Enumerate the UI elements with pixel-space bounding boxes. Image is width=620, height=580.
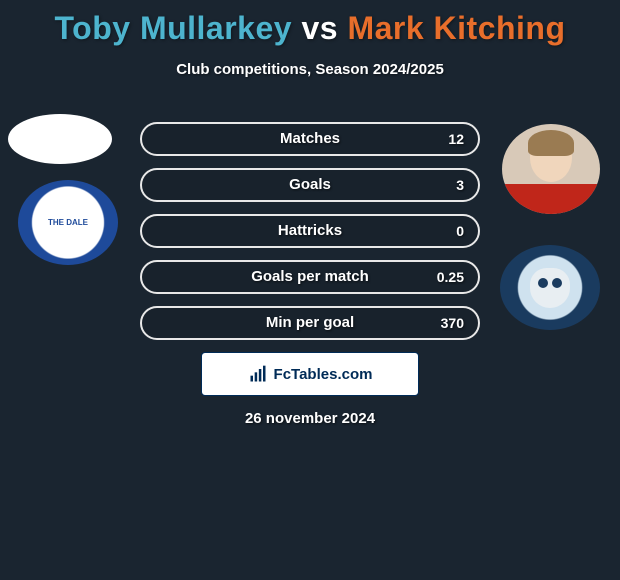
stat-value-right: 370 xyxy=(441,308,464,338)
player1-avatar xyxy=(8,114,112,164)
stat-value-right: 12 xyxy=(448,124,464,154)
fctables-branding[interactable]: FcTables.com xyxy=(201,352,419,396)
stat-row: Min per goal370 xyxy=(140,306,480,340)
stat-value-right: 3 xyxy=(456,170,464,200)
stat-value-right: 0 xyxy=(456,216,464,246)
stat-row: Hattricks0 xyxy=(140,214,480,248)
chart-icon xyxy=(248,364,268,384)
player1-club-badge: THE DALE xyxy=(18,180,118,265)
player1-name: Toby Mullarkey xyxy=(54,10,292,46)
snapshot-date: 26 november 2024 xyxy=(0,410,620,427)
stat-label: Matches xyxy=(142,124,478,154)
stat-label: Goals xyxy=(142,170,478,200)
stat-label: Goals per match xyxy=(142,262,478,292)
player2-club-badge xyxy=(500,245,600,330)
stat-value-right: 0.25 xyxy=(437,262,464,292)
subtitle: Club competitions, Season 2024/2025 xyxy=(0,61,620,78)
comparison-title: Toby Mullarkey vs Mark Kitching xyxy=(0,0,620,47)
vs-separator: vs xyxy=(301,10,338,46)
stat-label: Hattricks xyxy=(142,216,478,246)
player2-name: Mark Kitching xyxy=(347,10,565,46)
stat-row: Matches12 xyxy=(140,122,480,156)
stats-table: Matches12 Goals3 Hattricks0 Goals per match… xyxy=(140,122,480,352)
player2-avatar xyxy=(502,124,600,214)
stat-row: Goals per match0.25 xyxy=(140,260,480,294)
oldham-owl-icon xyxy=(530,268,570,308)
stat-row: Goals3 xyxy=(140,168,480,202)
stat-label: Min per goal xyxy=(142,308,478,338)
rochdale-badge-icon: THE DALE xyxy=(48,218,88,227)
fctables-label: FcTables.com xyxy=(274,366,373,383)
